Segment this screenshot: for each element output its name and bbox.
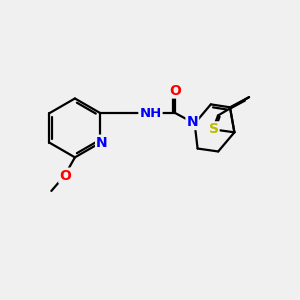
Text: S: S xyxy=(208,122,219,136)
Text: NH: NH xyxy=(139,107,162,120)
Text: O: O xyxy=(169,83,181,98)
Text: O: O xyxy=(59,169,71,183)
Text: N: N xyxy=(187,115,198,129)
Text: N: N xyxy=(96,136,108,150)
